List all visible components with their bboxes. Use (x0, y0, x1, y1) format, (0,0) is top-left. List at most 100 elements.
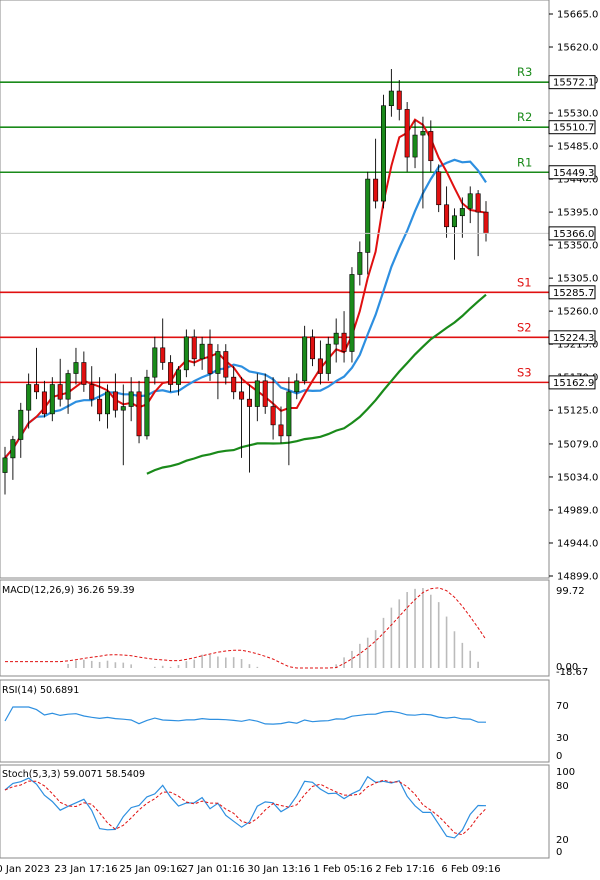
time-tick-label: 2 Feb 17:16 (375, 864, 434, 875)
candle-body (325, 343, 331, 374)
candle-body (467, 193, 473, 209)
candle-body (136, 391, 142, 437)
level-labels: R3 15572.1 R2 15510.7 R1 15449.3 S1 15285.7 S2 15… (517, 65, 596, 390)
price-tick-label: 15260.0 (557, 307, 598, 318)
candle-body (286, 391, 292, 437)
price-tick-label: 15305.0 (557, 274, 598, 285)
candle-body (278, 424, 284, 437)
pivot-name-s2: S2 (517, 320, 532, 334)
candle-body (152, 347, 158, 378)
pivot-value-box (548, 375, 596, 390)
candle-body (120, 406, 126, 411)
candle-body (41, 391, 47, 415)
candle-body (365, 178, 371, 253)
candle-body (239, 391, 245, 400)
price-tick-label: 15485.0 (557, 142, 598, 153)
candles (2, 69, 489, 495)
candle-body (191, 336, 197, 360)
candle-body (160, 347, 166, 363)
candle-body (207, 343, 213, 374)
pivot-name-r2: R2 (517, 110, 532, 124)
pivot-value-label: 15449.3 (553, 168, 594, 179)
rsi-axis-label-70: 70 (556, 701, 569, 712)
time-tick-label: 25 Jan 09:16 (119, 864, 182, 875)
stoch-axis-label-100: 100 (556, 767, 575, 778)
price-tick-label: 15620.0 (557, 43, 598, 54)
candle-body (2, 457, 8, 473)
candle-body (436, 171, 442, 206)
candle-body (310, 336, 316, 360)
candle-body (396, 90, 402, 110)
candle-body (349, 274, 355, 352)
candle-body (10, 439, 16, 459)
candle-body (73, 362, 79, 374)
candle-body (97, 398, 103, 415)
candle-body (317, 358, 323, 374)
candle-body (444, 204, 450, 228)
current-price-label: 15366.0 (553, 229, 594, 240)
macd-axis-label-zero: 0.00 (556, 662, 578, 673)
time-tick-label: 20 Jan 2023 (0, 864, 50, 875)
candle-body (254, 380, 260, 407)
price-tick-label: 14899.0 (557, 572, 598, 583)
candle-body (49, 384, 55, 415)
candle-body (459, 208, 465, 217)
time-tick-label: 23 Jan 17:16 (54, 864, 117, 875)
pivot-value-label: 15285.7 (553, 288, 594, 299)
candle-body (57, 384, 63, 400)
price-panel: 15665.015620.015575.015530.015485.015440… (0, 0, 598, 583)
time-tick-label: 30 Jan 13:16 (247, 864, 310, 875)
price-panel-frame (0, 0, 550, 579)
rsi-panel-frame (0, 679, 550, 763)
macd-signal-line (5, 587, 487, 669)
macd-title: MACD(12,26,9) 36.26 59.39 (2, 585, 135, 596)
price-tick-label: 15530.0 (557, 109, 598, 120)
price-tick-label: 15395.0 (557, 208, 598, 219)
pivot-value-label: 15572.1 (553, 78, 594, 89)
pivot-name-s1: S1 (517, 275, 532, 289)
candle-body (223, 351, 229, 378)
macd-axis-label-top: 99.72 (556, 586, 585, 597)
stoch-d-line (4, 779, 487, 836)
time-tick-label: 27 Jan 01:16 (181, 864, 244, 875)
candle-body (81, 362, 87, 385)
pivot-name-s3: S3 (517, 365, 532, 379)
pivot-value-box (548, 75, 596, 90)
rsi-panel: RSI(14) 50.6891 70 30 0 (0, 679, 569, 763)
candle-body (294, 380, 300, 393)
candle-body (373, 178, 379, 202)
candle-body (333, 332, 339, 345)
price-tick-label: 15665.0 (557, 10, 598, 21)
price-tick-label: 15440.0 (557, 175, 598, 186)
candle-body (388, 90, 394, 107)
candle-body (89, 384, 95, 400)
pivot-value-box (548, 120, 596, 135)
candle-body (128, 391, 134, 407)
macd-histogram (67, 588, 479, 668)
candle-body (231, 376, 237, 393)
stoch-axis-label-20: 20 (556, 835, 569, 846)
price-tick-label: 15079.0 (557, 439, 598, 450)
candle-body (175, 369, 181, 385)
candle-body (357, 252, 363, 275)
pivot-value-label: 15224.3 (553, 333, 594, 344)
pivot-value-label: 15162.9 (553, 378, 594, 389)
candle-body (105, 391, 111, 415)
rsi-axis-label-0: 0 (556, 751, 562, 762)
rsi-line (4, 706, 486, 725)
candle-body (65, 373, 71, 400)
candle-body (34, 384, 40, 393)
candle-body (341, 332, 347, 352)
ma-slow-line (146, 293, 487, 475)
candle-body (404, 109, 410, 158)
candle-body (215, 351, 221, 374)
candle-body (483, 211, 489, 234)
price-tick-label: 15350.0 (557, 241, 598, 252)
current-price-marker: 15366.0 (0, 226, 596, 241)
candle-body (475, 193, 481, 213)
candle-body (412, 134, 418, 158)
pivot-value-box (548, 165, 596, 180)
candle-body (199, 343, 205, 360)
